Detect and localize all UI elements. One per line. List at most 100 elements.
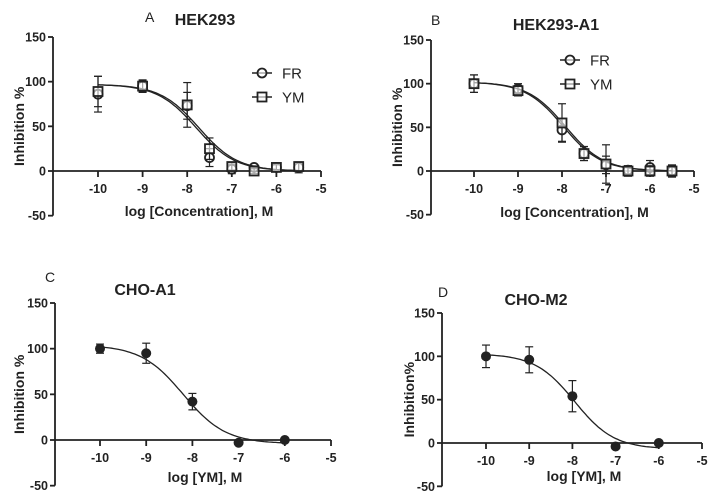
data-point — [556, 117, 568, 129]
x-tick-label: -8 — [567, 454, 578, 468]
panel-letter: A — [145, 9, 155, 25]
y-tick-label: 0 — [417, 165, 424, 179]
legend-label: YM — [282, 90, 305, 107]
data-point — [622, 165, 634, 177]
x-tick-label: -6 — [271, 182, 282, 196]
legend-marker — [256, 91, 268, 103]
data-point — [95, 343, 105, 354]
y-tick-label: 50 — [32, 120, 46, 134]
data-point — [578, 148, 590, 159]
y-axis-label: Inhibition % — [11, 86, 27, 166]
data-point — [141, 348, 152, 359]
data-point — [233, 437, 244, 448]
series-ym — [481, 344, 664, 452]
data-point — [666, 165, 678, 177]
data-point — [567, 391, 578, 402]
legend-marker — [564, 78, 576, 90]
x-tick-label: -9 — [524, 454, 535, 468]
x-tick-label: -8 — [182, 182, 193, 196]
panel-letter: D — [438, 284, 448, 300]
y-tick-label: 100 — [27, 342, 48, 356]
data-point — [524, 354, 535, 365]
x-tick-label: -10 — [477, 454, 495, 468]
data-point — [187, 396, 198, 407]
data-point — [481, 351, 491, 362]
fit-curve — [97, 84, 299, 172]
x-tick-label: -7 — [233, 451, 244, 465]
data-point — [468, 78, 480, 90]
series-ym — [468, 74, 678, 184]
panel-letter: C — [45, 269, 55, 285]
x-tick-label: -10 — [91, 451, 109, 465]
legend-item-ym: YM — [560, 77, 613, 94]
legend-marker — [256, 67, 268, 79]
x-tick-label: -9 — [137, 182, 148, 196]
y-tick-label: 150 — [25, 31, 46, 45]
y-axis-label: Inhibition % — [389, 87, 405, 167]
x-tick-label: -7 — [226, 182, 237, 196]
series-fr — [468, 74, 678, 178]
data-point — [512, 85, 524, 97]
x-axis-label: log [YM], M — [168, 469, 243, 485]
data-point — [137, 80, 149, 92]
x-tick-label: -6 — [644, 182, 655, 196]
legend-item-fr: FR — [560, 53, 610, 70]
y-tick-label: 50 — [421, 393, 435, 407]
panel-letter: B — [431, 12, 440, 28]
x-axis-label: log [Concentration], M — [500, 204, 649, 220]
data-point — [610, 441, 621, 452]
panel-a: A HEK293 150 100 50 0 -50 -10 -9 -8 -7 -6 -5 log [Con… — [11, 9, 327, 223]
legend-marker — [564, 54, 576, 66]
x-tick-label: -5 — [315, 182, 326, 196]
data-point — [248, 165, 260, 177]
data-point — [600, 158, 612, 170]
legend-label: YM — [590, 77, 613, 94]
data-point — [204, 143, 215, 155]
legend-item-ym: YM — [252, 90, 305, 107]
legend-label: FR — [282, 66, 302, 83]
x-tick-label: -10 — [465, 182, 483, 196]
y-axis-label: Inhibition% — [401, 361, 417, 437]
data-point — [181, 99, 193, 111]
x-axis-label: log [Concentration], M — [125, 203, 274, 219]
chart-title: CHO-M2 — [504, 292, 567, 309]
y-tick-label: 0 — [428, 437, 435, 451]
legend-item-fr: FR — [252, 66, 302, 83]
x-axis-label: log [YM], M — [547, 468, 622, 484]
y-tick-label: -50 — [28, 209, 46, 223]
data-point — [92, 86, 104, 97]
x-tick-label: -6 — [279, 451, 290, 465]
fit-curve — [473, 82, 672, 172]
y-tick-label: 150 — [403, 34, 424, 48]
series-fr — [92, 75, 305, 175]
data-point — [226, 161, 238, 172]
data-point — [653, 438, 664, 448]
chart-title: HEK293-A1 — [513, 17, 599, 34]
x-tick-label: -8 — [187, 451, 198, 465]
x-tick-label: -6 — [653, 454, 664, 468]
y-tick-label: 100 — [414, 350, 435, 364]
data-point — [644, 165, 656, 177]
series-ym — [95, 342, 290, 448]
data-point — [279, 435, 290, 445]
y-tick-label: 100 — [25, 75, 46, 89]
y-tick-label: 50 — [34, 388, 48, 402]
x-tick-label: -5 — [688, 182, 699, 196]
y-tick-label: 0 — [41, 434, 48, 448]
panel-b: B HEK293-A1 150 100 50 0 -50 -10 -9 -8 -7 -6 -5 log [… — [389, 12, 700, 222]
x-tick-label: -7 — [600, 182, 611, 196]
y-tick-label: -50 — [406, 208, 424, 222]
y-tick-label: -50 — [30, 479, 48, 492]
panel-d: D CHO-M2 150 100 50 0 -50 -10 -9 -8 -7 -6 -5 log [YM]… — [401, 284, 708, 492]
y-tick-label: 150 — [27, 297, 48, 311]
x-tick-label: -9 — [512, 182, 523, 196]
x-tick-label: -7 — [610, 454, 621, 468]
x-tick-label: -5 — [325, 451, 336, 465]
x-tick-label: -9 — [141, 451, 152, 465]
series-ym — [92, 75, 305, 177]
data-point — [270, 162, 282, 173]
y-tick-label: -50 — [417, 480, 435, 492]
chart-title: CHO-A1 — [114, 282, 175, 299]
